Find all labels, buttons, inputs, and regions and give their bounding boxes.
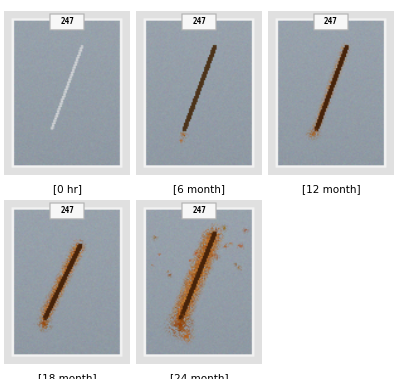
- Text: [12 month]: [12 month]: [302, 185, 360, 194]
- Text: 247: 247: [60, 17, 74, 26]
- Text: [18 month]: [18 month]: [38, 373, 96, 379]
- Text: [0 hr]: [0 hr]: [53, 185, 82, 194]
- Text: 247: 247: [192, 17, 206, 26]
- Text: [6 month]: [6 month]: [173, 185, 225, 194]
- Text: 247: 247: [192, 206, 206, 215]
- Text: [24 month]: [24 month]: [170, 373, 228, 379]
- Text: 247: 247: [60, 206, 74, 215]
- Text: 247: 247: [324, 17, 338, 26]
